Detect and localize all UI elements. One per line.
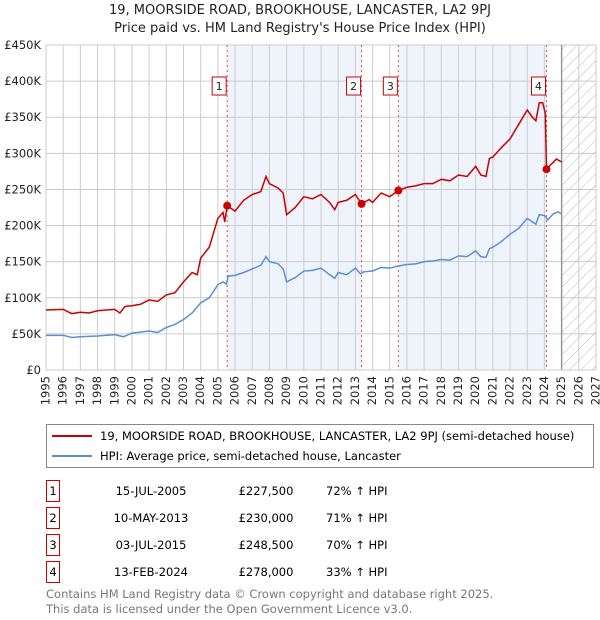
x-tick-label: 1999 (107, 376, 121, 405)
x-tick-label: 2011 (314, 376, 328, 405)
x-tick-label: 2019 (451, 376, 465, 405)
hpi-line (46, 210, 563, 339)
x-tick-label: 2022 (503, 376, 517, 405)
forecast-hatch (561, 45, 596, 370)
price-chart: 1995 1996 1997 1998 1999 2000 2001 2002 2003 2004… (4, 38, 600, 405)
legend-swatch-red (52, 435, 92, 437)
sale-date: 15-JUL-2005 (115, 484, 187, 498)
y-tick-label: £250K (4, 182, 41, 196)
sale-price: £248,500 (238, 538, 294, 552)
x-tick-label: 2001 (142, 376, 156, 405)
x-tick-label: 2023 (520, 376, 534, 405)
property-price-line (45, 102, 562, 315)
sale-point (357, 199, 366, 208)
legend: 19, MOORSIDE ROAD, BROOKHOUSE, LANCASTER… (46, 424, 594, 468)
footer-licence: This data is licensed under the Open Gov… (46, 602, 413, 616)
sale-hpi-change: 70% ↑ HPI (326, 538, 388, 552)
y-tick-label: £100K (4, 291, 41, 305)
shade-period-3-4 (398, 45, 547, 370)
y-tick-label: £350K (4, 110, 41, 124)
x-tick-label: 2016 (399, 376, 413, 405)
sale-date: 03-JUL-2015 (115, 538, 187, 552)
x-tick-label: 2027 (589, 376, 600, 405)
x-tick-label: 2004 (193, 376, 207, 405)
sale-price: £227,500 (238, 484, 294, 498)
legend-swatch-blue (52, 455, 92, 457)
legend-label: HPI: Average price, semi-detached house,… (100, 449, 401, 463)
x-tick-label: 2026 (571, 376, 585, 405)
x-tick-label: 1995 (39, 376, 53, 405)
legend-item-property: 19, MOORSIDE ROAD, BROOKHOUSE, LANCASTER… (52, 427, 574, 445)
sale-point (542, 165, 551, 174)
y-tick-label: £150K (4, 255, 41, 269)
legend-label: 19, MOORSIDE ROAD, BROOKHOUSE, LANCASTER… (100, 429, 575, 443)
sale-hpi-change: 33% ↑ HPI (326, 565, 388, 579)
x-tick-label: 2014 (365, 376, 379, 405)
y-tick-label: £0 (26, 363, 41, 377)
sale-number-box (531, 76, 546, 96)
sale-number-box (346, 76, 362, 96)
sale-number-box (382, 76, 398, 96)
sale-date: 13-FEB-2024 (114, 565, 188, 579)
y-tick-label: £200K (4, 219, 41, 233)
x-tick-label: 2009 (279, 376, 293, 405)
x-tick-label: 2021 (485, 376, 499, 405)
x-tick-label: 2006 (228, 376, 242, 405)
y-tick-label: £450K (4, 38, 41, 52)
sale-point (394, 186, 403, 195)
sale-number: 3 (46, 534, 60, 556)
sale-number: 4 (46, 561, 60, 583)
sale-number-label: 4 (535, 80, 542, 93)
sale-hpi-change: 71% ↑ HPI (326, 511, 388, 525)
sale-number-label: 2 (350, 80, 357, 93)
sale-number-box (211, 76, 227, 96)
legend-item-hpi: HPI: Average price, semi-detached house,… (52, 447, 401, 465)
x-tick-label: 2000 (124, 376, 138, 405)
x-tick-label: 2007 (245, 376, 259, 405)
x-tick-label: 1997 (73, 376, 87, 405)
x-tick-label: 2020 (468, 376, 482, 405)
sale-number-label: 3 (387, 80, 394, 93)
sale-number: 1 (46, 480, 60, 502)
sale-hpi-change: 72% ↑ HPI (326, 484, 388, 498)
x-tick-label: 2012 (331, 376, 345, 405)
x-tick-label: 2018 (434, 376, 448, 405)
x-tick-label: 2015 (382, 376, 396, 405)
x-tick-label: 2013 (348, 376, 362, 405)
x-tick-label: 2002 (159, 376, 173, 405)
x-tick-label: 2008 (262, 376, 276, 405)
y-tick-label: £400K (4, 74, 41, 88)
footer-copyright: Contains HM Land Registry data © Crown c… (46, 587, 494, 601)
sale-price: £278,000 (238, 565, 294, 579)
x-tick-label: 2017 (417, 376, 431, 405)
sale-date: 10-MAY-2013 (113, 511, 189, 525)
x-tick-label: 2025 (554, 376, 568, 405)
x-tick-label: 2005 (210, 376, 224, 405)
sale-price: £230,000 (238, 511, 294, 525)
x-tick-label: 1998 (90, 376, 104, 405)
x-tick-label: 2003 (176, 376, 190, 405)
sale-number: 2 (46, 507, 60, 529)
chart-title: 19, MOORSIDE ROAD, BROOKHOUSE, LANCASTER… (109, 3, 491, 18)
x-tick-label: 1996 (56, 376, 70, 405)
x-tick-label: 2024 (537, 376, 551, 405)
y-tick-label: £300K (4, 146, 41, 160)
x-tick-label: 2010 (296, 376, 310, 405)
chart-subtitle: Price paid vs. HM Land Registry's House … (114, 21, 486, 36)
sale-number-label: 1 (216, 80, 223, 93)
sale-point (223, 201, 232, 210)
y-tick-label: £50K (12, 327, 42, 341)
